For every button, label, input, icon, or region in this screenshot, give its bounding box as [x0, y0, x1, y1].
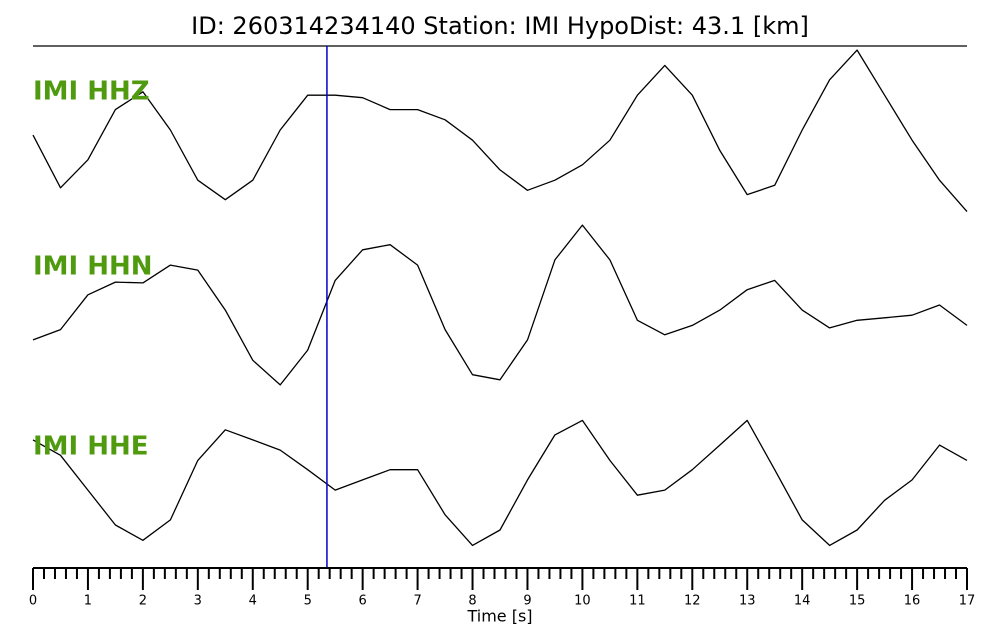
x-tick-label: 11 [629, 594, 646, 609]
x-tick-label: 15 [849, 594, 866, 609]
trace [32, 49, 968, 213]
trace [32, 419, 968, 547]
x-tick-label: 13 [739, 594, 756, 609]
x-tick-label: 8 [468, 594, 476, 609]
chart-title: ID: 260314234140 Station: IMI HypoDist: … [191, 12, 809, 40]
x-tick-label: 2 [139, 594, 147, 609]
x-tick-label: 12 [684, 594, 701, 609]
trace [32, 224, 968, 386]
x-tick-label: 4 [249, 594, 257, 609]
channel-label: IMI HHE [33, 432, 149, 462]
x-tick-label: 9 [523, 594, 531, 609]
x-tick-label: 10 [574, 594, 591, 609]
channel-label: IMI HHZ [33, 77, 150, 107]
x-tick-label: 5 [304, 594, 312, 609]
channel-label: IMI HHN [33, 252, 153, 282]
x-tick-label: 3 [194, 594, 202, 609]
x-axis-label: Time [s] [466, 607, 532, 626]
x-tick-label: 6 [359, 594, 367, 609]
x-tick-label: 7 [413, 594, 421, 609]
x-tick-label: 0 [29, 594, 37, 609]
x-tick-label: 17 [959, 594, 976, 609]
x-tick-label: 16 [904, 594, 921, 609]
x-tick-label: 1 [84, 594, 92, 609]
x-tick-label: 14 [794, 594, 811, 609]
